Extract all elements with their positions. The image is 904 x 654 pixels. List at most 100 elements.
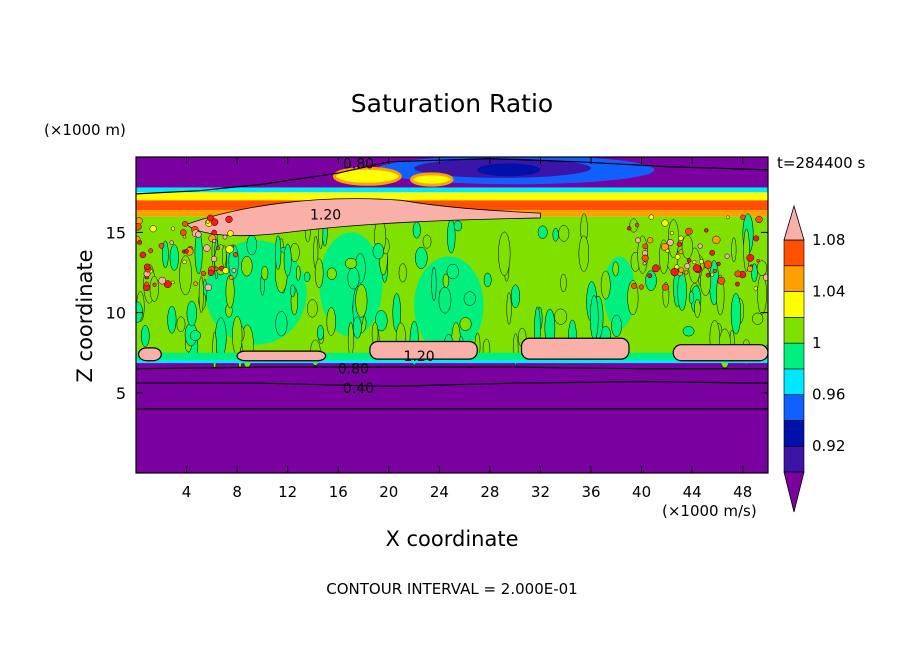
turbulent-cell	[678, 249, 684, 255]
convective-cell	[552, 227, 559, 242]
convective-cell	[627, 280, 639, 316]
supersaturated-patch	[520, 337, 630, 360]
turbulent-cell	[215, 246, 220, 251]
colorbar-tick-label: 1	[812, 334, 822, 352]
contour-label: 1.20	[404, 349, 435, 365]
convective-cell	[169, 244, 179, 271]
turbulent-cell	[182, 234, 187, 239]
turbulent-cell	[651, 264, 660, 273]
x-tick-label: 8	[232, 483, 242, 501]
colorbar-bin	[783, 420, 805, 447]
turbulent-cell	[210, 255, 218, 262]
convective-cell	[289, 242, 300, 263]
turbulent-cell	[740, 214, 746, 220]
contour-label: 0.80	[338, 362, 369, 378]
convective-cell	[506, 292, 512, 325]
convective-cell	[558, 225, 570, 242]
convective-cell	[578, 235, 590, 272]
convective-cell	[375, 310, 388, 332]
convective-cell	[600, 270, 611, 300]
turbulent-cell	[225, 245, 234, 254]
contour-interval-label: CONTOUR INTERVAL = 2.000E-01	[326, 580, 577, 598]
turbulent-cell	[642, 261, 647, 266]
convective-cell	[222, 245, 227, 268]
turbulent-cell	[139, 251, 147, 259]
convective-cell	[446, 263, 459, 280]
x-tick-label: 4	[182, 483, 192, 501]
convective-cell	[438, 286, 452, 314]
upper-supersaturated-sheet	[185, 198, 541, 237]
convective-cell	[756, 260, 768, 276]
turbulent-cell	[648, 214, 655, 220]
convective-cell	[198, 276, 204, 313]
convective-cell	[241, 255, 253, 277]
x-tick-label: 40	[632, 483, 651, 501]
turbulent-cell	[638, 284, 645, 290]
x-unit-label: (×1000 m/s)	[662, 502, 757, 520]
convective-cell	[431, 266, 437, 301]
convective-cell	[412, 221, 421, 239]
turbulent-cell	[709, 249, 716, 256]
convective-cell	[612, 261, 619, 277]
colorbar-bin	[783, 394, 805, 421]
turbulent-cell	[184, 249, 189, 254]
turbulent-cell	[692, 264, 701, 273]
moist-plume	[603, 256, 636, 329]
convective-cell	[162, 240, 169, 269]
convective-cell	[498, 231, 511, 276]
turbulent-cell	[697, 243, 703, 249]
colorbar-bin	[783, 291, 805, 318]
turbulent-cell	[712, 235, 721, 244]
turbulent-cell	[136, 217, 143, 225]
x-tick-label: 36	[581, 483, 600, 501]
turbulent-cell	[685, 227, 693, 236]
turbulent-cell	[212, 238, 217, 243]
contour-line	[136, 380, 768, 387]
convective-cell	[304, 271, 311, 282]
convective-cell	[554, 308, 568, 325]
colorbar-bin	[783, 445, 805, 473]
upper-band-red	[136, 200, 768, 210]
convective-cell	[611, 314, 622, 338]
x-tick-label: 24	[430, 483, 449, 501]
upper-band-cyan	[136, 187, 768, 193]
convective-cell	[290, 284, 296, 297]
turbulent-cell	[712, 268, 717, 274]
turbulent-cell	[661, 219, 669, 227]
convective-cell	[140, 325, 150, 347]
y-axis-label: Z coordinate	[73, 249, 97, 382]
convective-cell	[355, 284, 368, 318]
convective-cell	[537, 225, 548, 239]
contour-line	[136, 366, 768, 370]
colorbar-bin	[783, 368, 805, 395]
supersaturated-patch	[137, 347, 162, 362]
turbulent-cell	[724, 253, 730, 259]
colorbar-bin	[783, 342, 805, 370]
turbulent-cell	[136, 223, 142, 231]
convective-cell	[344, 257, 358, 269]
convective-cell	[275, 311, 288, 337]
convective-cell	[694, 299, 701, 318]
convective-cell	[700, 267, 712, 296]
turbulent-cell	[171, 280, 175, 285]
turbulent-cell	[214, 266, 219, 272]
convective-cell	[682, 326, 695, 337]
y-tick-label: 15	[106, 223, 126, 242]
convective-cell	[459, 317, 472, 331]
colorbar-bin	[783, 239, 805, 267]
x-tick-label: 16	[329, 483, 348, 501]
turbulent-cell	[170, 226, 176, 231]
convective-cell	[463, 291, 476, 306]
turbulent-cell	[207, 269, 215, 276]
contour-label: 0.40	[343, 381, 374, 397]
turbulent-cell	[231, 268, 237, 273]
supersaturated-patch	[236, 350, 327, 362]
turbulent-cell	[182, 221, 188, 227]
turbulent-cell	[704, 228, 709, 233]
convective-cell	[149, 276, 159, 302]
turbulent-cell	[684, 263, 691, 270]
turbulent-cell	[200, 270, 207, 277]
colorbar-max-triangle	[783, 204, 805, 241]
upper-band-yellow	[136, 192, 768, 201]
